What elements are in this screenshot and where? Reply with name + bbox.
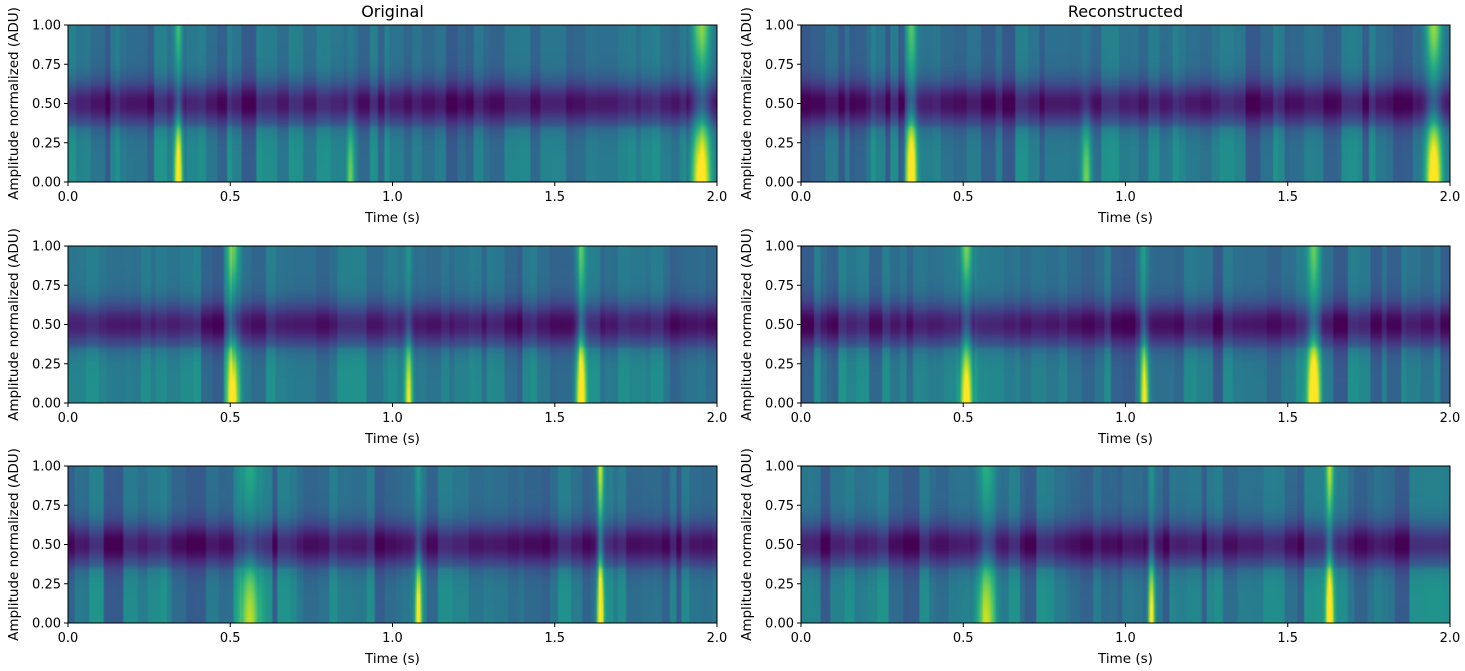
x-tick-label: 0.5 (220, 631, 241, 646)
y-tick-label: 0.50 (765, 97, 794, 112)
x-axis-label: Time (s) (364, 651, 420, 667)
y-tick-label: 0.00 (32, 176, 61, 191)
x-tick-label: 1.5 (1277, 631, 1298, 646)
x-tick-label: 0.0 (58, 411, 79, 426)
y-tick-label: 0.75 (32, 499, 61, 514)
y-tick-label: 1.00 (32, 240, 61, 255)
y-tick-label: 0.75 (32, 279, 61, 294)
x-tick-label: 0.5 (220, 190, 241, 205)
x-tick-label: 1.5 (1277, 411, 1298, 426)
y-axis-label: Amplitude normalized (ADU) (6, 228, 22, 421)
x-tick-label: 0.0 (58, 631, 79, 646)
x-tick-label: 1.5 (1277, 190, 1298, 205)
heatmap-image (801, 466, 1450, 623)
y-tick-label: 1.00 (765, 240, 794, 255)
x-tick-label: 0.5 (953, 631, 974, 646)
y-axis-label: Amplitude normalized (ADU) (739, 7, 755, 200)
x-axis-label: Time (s) (364, 210, 420, 226)
heatmap-image (801, 246, 1450, 403)
x-tick-label: 1.0 (382, 631, 403, 646)
heatmap-image (68, 466, 717, 623)
heatmap-image (68, 25, 717, 182)
x-tick-label: 0.5 (953, 190, 974, 205)
y-tick-label: 0.75 (32, 58, 61, 73)
x-tick-label: 1.0 (1115, 190, 1136, 205)
y-tick-label: 0.25 (32, 136, 61, 151)
x-tick-label: 0.0 (58, 190, 79, 205)
heatmap-image (801, 25, 1450, 182)
y-tick-label: 0.00 (765, 397, 794, 412)
y-tick-label: 0.00 (765, 176, 794, 191)
x-tick-label: 2.0 (707, 411, 728, 426)
y-axis-label: Amplitude normalized (ADU) (739, 448, 755, 641)
x-tick-label: 2.0 (1440, 190, 1461, 205)
x-tick-label: 0.0 (791, 190, 812, 205)
y-tick-label: 1.00 (765, 460, 794, 475)
x-tick-label: 2.0 (1440, 411, 1461, 426)
chart-panel-row3-right: 0.0 0.5 1.0 1.5 2.0 0.00 0.25 0.50 0.75 1.00 Time … (739, 448, 1460, 667)
x-tick-label: 1.5 (544, 631, 565, 646)
y-tick-label: 0.25 (765, 357, 794, 372)
x-tick-label: 1.0 (382, 190, 403, 205)
x-tick-label: 1.0 (1115, 631, 1136, 646)
y-tick-label: 0.25 (765, 577, 794, 592)
chart-panel-row1-right: 0.0 0.5 1.0 1.5 2.0 0.00 0.25 0.50 0.75 1.00 Time … (739, 2, 1460, 226)
y-tick-label: 0.00 (765, 617, 794, 632)
x-tick-label: 1.0 (382, 411, 403, 426)
y-tick-label: 0.75 (765, 58, 794, 73)
y-tick-label: 1.00 (765, 19, 794, 34)
chart-title: Reconstructed (1068, 2, 1183, 21)
x-tick-label: 0.0 (791, 411, 812, 426)
x-tick-label: 1.5 (544, 190, 565, 205)
x-tick-label: 0.5 (953, 411, 974, 426)
x-axis-label: Time (s) (1097, 651, 1153, 667)
x-tick-label: 0.0 (791, 631, 812, 646)
x-tick-label: 1.5 (544, 411, 565, 426)
y-tick-label: 0.50 (32, 538, 61, 553)
chart-panel-row3-left: 0.0 0.5 1.0 1.5 2.0 0.00 0.25 0.50 0.75 1.00 Time … (6, 448, 727, 667)
chart-panel-row2-left: 0.0 0.5 1.0 1.5 2.0 0.00 0.25 0.50 0.75 1.00 Time … (6, 228, 727, 447)
y-tick-label: 1.00 (32, 19, 61, 34)
y-tick-label: 1.00 (32, 460, 61, 475)
y-axis-label: Amplitude normalized (ADU) (6, 448, 22, 641)
y-tick-label: 0.75 (765, 279, 794, 294)
y-tick-label: 0.25 (32, 357, 61, 372)
y-tick-label: 0.50 (765, 318, 794, 333)
chart-panel-row2-right: 0.0 0.5 1.0 1.5 2.0 0.00 0.25 0.50 0.75 1.00 Time … (739, 228, 1460, 447)
x-tick-label: 2.0 (1440, 631, 1461, 646)
chart-title: Original (361, 2, 424, 21)
chart-panel-row1-left: 0.0 0.5 1.0 1.5 2.0 0.00 0.25 0.50 0.75 1.00 Time … (6, 2, 727, 226)
y-tick-label: 0.25 (765, 136, 794, 151)
y-tick-label: 0.50 (765, 538, 794, 553)
y-tick-label: 0.25 (32, 577, 61, 592)
x-axis-label: Time (s) (364, 431, 420, 447)
x-tick-label: 2.0 (707, 190, 728, 205)
y-tick-label: 0.75 (765, 499, 794, 514)
x-tick-label: 2.0 (707, 631, 728, 646)
x-tick-label: 1.0 (1115, 411, 1136, 426)
y-tick-label: 0.50 (32, 97, 61, 112)
y-axis-label: Amplitude normalized (ADU) (739, 228, 755, 421)
x-tick-label: 0.5 (220, 411, 241, 426)
heatmap-image (68, 246, 717, 403)
y-tick-label: 0.00 (32, 397, 61, 412)
x-axis-label: Time (s) (1097, 431, 1153, 447)
y-tick-label: 0.00 (32, 617, 61, 632)
x-axis-label: Time (s) (1097, 210, 1153, 226)
y-axis-label: Amplitude normalized (ADU) (6, 7, 22, 200)
y-tick-label: 0.50 (32, 318, 61, 333)
